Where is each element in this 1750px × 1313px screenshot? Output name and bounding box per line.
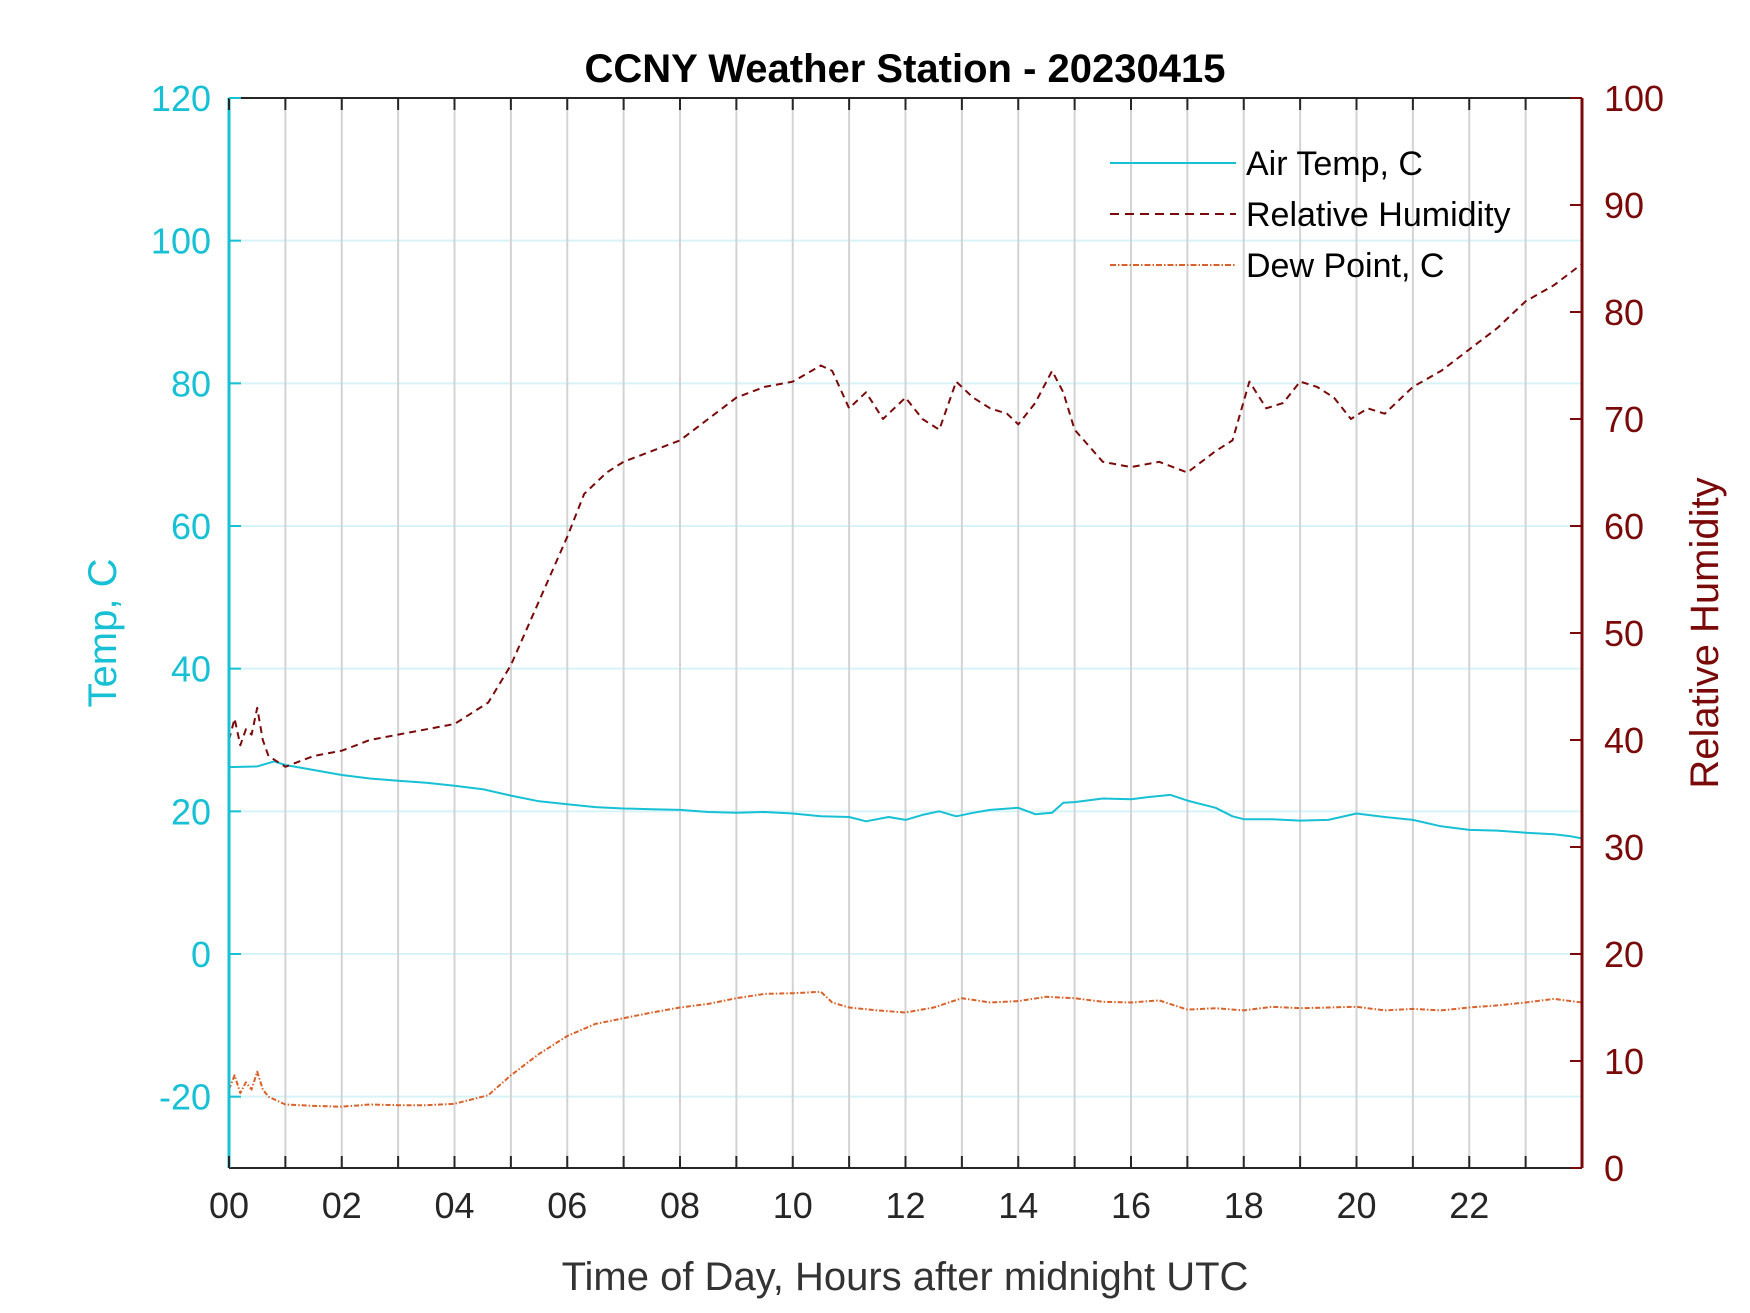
y-right-axis-label: Relative Humidity bbox=[1683, 477, 1727, 788]
x-tick-label: 20 bbox=[1336, 1185, 1376, 1226]
x-tick-label: 18 bbox=[1224, 1185, 1264, 1226]
y-left-tick-label: 120 bbox=[151, 78, 211, 119]
axes-layer: 00 02 04 06 08 10 12 14 16 18 20 22-200204060801001… bbox=[151, 78, 1664, 1226]
y-right-tick-label: 80 bbox=[1604, 292, 1644, 333]
x-tick-label: 10 bbox=[773, 1185, 813, 1226]
y-right-tick-label: 20 bbox=[1604, 934, 1644, 975]
x-axis-label: Time of Day, Hours after midnight UTC bbox=[562, 1255, 1249, 1299]
legend-label-relative-humidity: Relative Humidity bbox=[1246, 196, 1511, 234]
y-right-tick-label: 50 bbox=[1604, 613, 1644, 654]
series-air-temp-c-line bbox=[228, 760, 1583, 840]
y-left-tick-label: 100 bbox=[151, 221, 211, 262]
x-tick-label: 02 bbox=[322, 1185, 362, 1226]
y-right-tick-label: 30 bbox=[1604, 827, 1644, 868]
y-left-tick-label: 40 bbox=[171, 649, 211, 690]
y-left-tick-label: 80 bbox=[171, 363, 211, 404]
chart-title: CCNY Weather Station - 20230415 bbox=[585, 47, 1226, 91]
y-right-tick-label: 90 bbox=[1604, 185, 1644, 226]
x-tick-label: 08 bbox=[660, 1185, 700, 1226]
y-right-tick-label: 60 bbox=[1604, 506, 1644, 547]
legend-label-dew-point-c: Dew Point, C bbox=[1246, 247, 1444, 285]
x-tick-label: 14 bbox=[998, 1185, 1038, 1226]
y-right-tick-label: 100 bbox=[1604, 78, 1664, 119]
legend: Air Temp, C Relative Humidity Dew Point, C bbox=[1110, 145, 1511, 285]
x-tick-label: 22 bbox=[1449, 1185, 1489, 1226]
y-left-axis-label: Temp, C bbox=[81, 559, 125, 708]
x-tick-label: 12 bbox=[885, 1185, 925, 1226]
legend-label-air-temp-c: Air Temp, C bbox=[1246, 145, 1423, 183]
y-left-tick-label: 20 bbox=[171, 791, 211, 832]
y-right-tick-label: 0 bbox=[1604, 1148, 1624, 1189]
grid-layer bbox=[229, 97, 1582, 1168]
y-right-tick-label: 10 bbox=[1604, 1041, 1644, 1082]
y-left-tick-label: 0 bbox=[191, 934, 211, 975]
y-right-tick-label: 70 bbox=[1604, 399, 1644, 440]
y-left-tick-label: -20 bbox=[159, 1077, 211, 1118]
series-relative-humidity-line bbox=[228, 263, 1583, 768]
x-tick-label: 06 bbox=[547, 1185, 587, 1226]
series-layer bbox=[228, 263, 1583, 1108]
series-dew-point-c-line bbox=[228, 990, 1583, 1108]
x-tick-label: 04 bbox=[434, 1185, 474, 1226]
y-left-tick-label: 60 bbox=[171, 506, 211, 547]
x-tick-label: 00 bbox=[209, 1185, 249, 1226]
x-tick-label: 16 bbox=[1111, 1185, 1151, 1226]
y-right-tick-label: 40 bbox=[1604, 720, 1644, 761]
